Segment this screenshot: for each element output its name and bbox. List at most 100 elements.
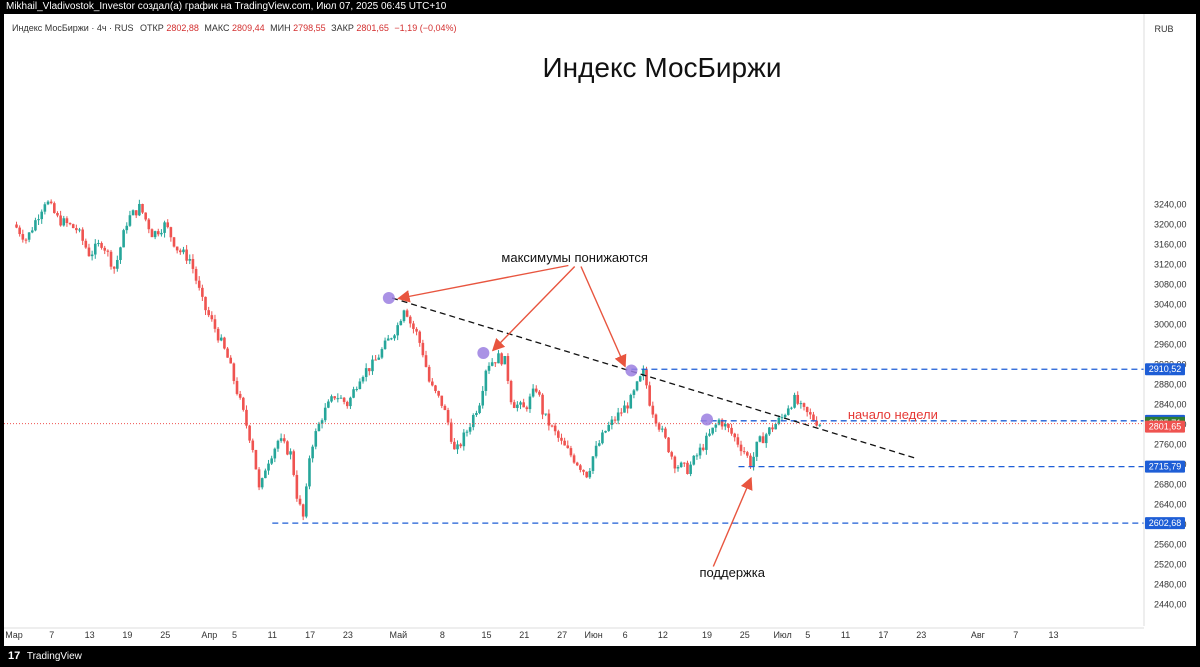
- y-tick-label: 2840,00: [1154, 400, 1187, 410]
- x-tick-label: 7: [1013, 630, 1018, 640]
- candle-body: [267, 463, 270, 471]
- candle-body: [314, 431, 318, 447]
- candle-body: [374, 359, 377, 361]
- candle-body: [764, 434, 768, 444]
- candle-body: [793, 394, 796, 408]
- candle-body: [125, 225, 129, 231]
- candle-body: [686, 462, 689, 474]
- candle-body: [657, 423, 661, 430]
- candle-body: [468, 427, 472, 432]
- candle-body: [84, 240, 88, 248]
- candle-body: [364, 368, 368, 378]
- candle-body: [361, 377, 365, 382]
- candle-body: [758, 436, 762, 442]
- candle-body: [305, 486, 308, 517]
- candle-body: [185, 249, 188, 261]
- candle-body: [257, 469, 261, 488]
- candle-body: [286, 441, 289, 455]
- y-tick-label: 2680,00: [1154, 480, 1187, 490]
- candle-body: [431, 381, 434, 386]
- candle-body: [572, 455, 576, 463]
- candle-body: [368, 368, 371, 372]
- candle-body: [635, 381, 639, 391]
- candle-body: [134, 210, 138, 216]
- candle-body: [812, 414, 815, 421]
- candle-body: [783, 414, 787, 418]
- candle-body: [323, 407, 327, 421]
- candle-body: [683, 462, 686, 464]
- candle-body: [790, 407, 793, 409]
- candle-body: [371, 359, 374, 372]
- candle-body: [68, 223, 72, 225]
- y-tick-label: 3120,00: [1154, 260, 1187, 270]
- x-tick-label: 19: [122, 630, 132, 640]
- candle-body: [695, 455, 699, 457]
- candle-body: [201, 287, 204, 297]
- x-tick-label: 23: [343, 630, 353, 640]
- candle-body: [459, 444, 462, 447]
- candle-body: [632, 390, 636, 395]
- candle-body: [799, 403, 803, 405]
- candle-body: [620, 412, 623, 414]
- candle-body: [607, 424, 611, 431]
- x-tick-label: Апр: [201, 630, 217, 640]
- annotation-arrow: [580, 266, 627, 368]
- y-tick-label: 3000,00: [1154, 320, 1187, 330]
- candle-body: [412, 323, 415, 329]
- candle-body: [289, 451, 292, 455]
- candle-body: [254, 449, 258, 470]
- candle-body: [339, 397, 343, 399]
- candle-body: [383, 340, 387, 350]
- candle-body: [544, 413, 548, 415]
- candle-body: [462, 432, 466, 447]
- legend-high-label: МАКС: [204, 23, 230, 33]
- candle-body: [478, 405, 481, 413]
- x-tick-label: Июл: [773, 630, 791, 640]
- candle-body: [71, 224, 75, 229]
- candle-body: [547, 413, 551, 426]
- chart-canvas[interactable]: 2440,002480,002520,002560,002600,002640,…: [4, 14, 1196, 646]
- candle-body: [320, 420, 324, 424]
- candle-body: [352, 389, 355, 398]
- candle-body: [216, 328, 220, 341]
- x-tick-label: 25: [740, 630, 750, 640]
- candle-body: [560, 437, 563, 441]
- candle-body: [235, 380, 239, 394]
- y-tick-label: 3080,00: [1154, 280, 1187, 290]
- candle-body: [298, 498, 302, 505]
- candle-body: [777, 417, 781, 425]
- x-tick-label: Май: [389, 630, 407, 640]
- candle-body: [815, 420, 818, 426]
- candle-body: [623, 405, 626, 413]
- candle-body: [500, 353, 503, 365]
- candle-body: [295, 474, 299, 499]
- candle-body: [579, 465, 582, 470]
- candle-body: [402, 310, 406, 322]
- candle-body: [333, 396, 336, 399]
- chart-panel[interactable]: 2440,002480,002520,002560,002600,002640,…: [4, 14, 1196, 646]
- tradingview-logo-icon: 17: [8, 650, 21, 662]
- y-tick-label: 2760,00: [1154, 440, 1187, 450]
- x-tick-label: 25: [160, 630, 170, 640]
- candle-body: [705, 435, 708, 450]
- y-tick-label: 2640,00: [1154, 500, 1187, 510]
- annotation-highs-lower: максимумы понижаются: [501, 250, 648, 265]
- x-tick-label: 17: [305, 630, 315, 640]
- candle-body: [380, 349, 384, 358]
- candle-body: [720, 419, 724, 427]
- trendline: [391, 297, 916, 459]
- candle-body: [396, 325, 399, 336]
- level-price-tag-bg: [1145, 363, 1185, 376]
- candle-body: [755, 441, 759, 457]
- candle-body: [525, 407, 529, 410]
- candle-body: [629, 394, 633, 409]
- candle-body: [75, 228, 78, 231]
- high-marker: [625, 364, 638, 377]
- candle-body: [345, 401, 349, 407]
- candle-body: [569, 448, 573, 456]
- candle-body: [179, 250, 182, 253]
- x-tick-label: 6: [623, 630, 628, 640]
- candle-body: [46, 201, 50, 205]
- candle-body: [116, 259, 119, 269]
- candle-body: [405, 310, 409, 317]
